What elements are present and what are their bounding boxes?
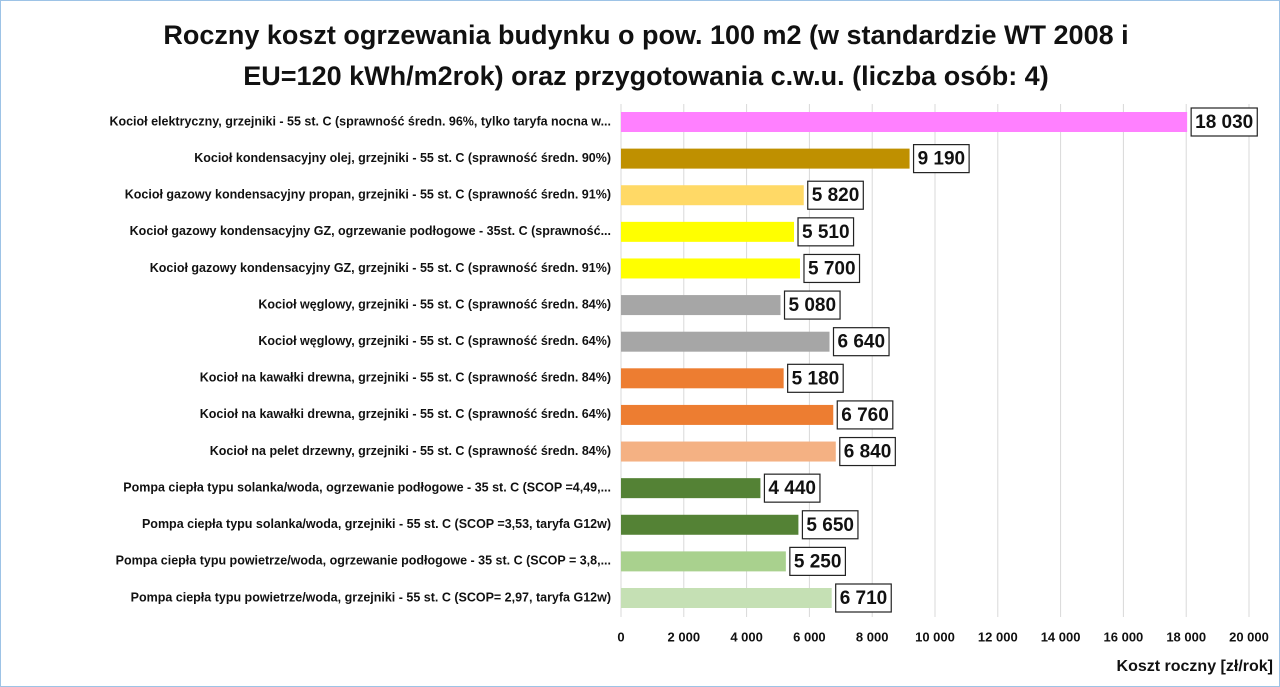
y-tick-label: Kocioł gazowy kondensacyjny GZ, grzejnik… <box>150 261 611 275</box>
bar <box>621 185 804 206</box>
x-tick-label: 14 000 <box>1041 629 1081 644</box>
bar <box>621 551 786 572</box>
x-tick-label: 2 000 <box>668 629 701 644</box>
y-tick-label: Kocioł gazowy kondensacyjny GZ, ogrzewan… <box>130 224 611 238</box>
y-tick-label: Pompa ciepła typu powietrze/woda, ogrzew… <box>116 554 611 568</box>
y-tick-label: Kocioł na kawałki drewna, grzejniki - 55… <box>200 371 611 385</box>
bar <box>621 112 1188 132</box>
value-label-box <box>783 290 841 320</box>
value-label: 6 760 <box>841 405 889 426</box>
x-tick-label: 16 000 <box>1104 629 1144 644</box>
bar <box>621 478 761 499</box>
bar <box>621 148 910 169</box>
value-label: 5 650 <box>806 515 854 536</box>
bar <box>621 514 799 535</box>
x-tick-label: 12 000 <box>978 629 1018 644</box>
value-label-box <box>801 510 859 540</box>
y-tick-label: Kocioł gazowy kondensacyjny propan, grze… <box>125 188 611 202</box>
value-label: 6 710 <box>840 588 888 609</box>
value-label: 9 190 <box>918 149 966 170</box>
chart-title: Roczny koszt ogrzewania budynku o pow. 1… <box>163 20 1129 91</box>
value-label: 5 510 <box>802 222 850 243</box>
x-tick-label: 6 000 <box>793 629 826 644</box>
value-label: 5 080 <box>789 295 837 316</box>
value-label-box <box>839 436 896 467</box>
y-tick-label: Pompa ciepła typu solanka/woda, grzejnik… <box>142 517 611 531</box>
value-label-box <box>836 400 894 430</box>
y-tick-label: Kocioł węglowy, grzejniki - 55 st. C (sp… <box>258 334 611 348</box>
y-tick-label: Kocioł kondensacyjny olej, grzejniki - 5… <box>194 151 611 165</box>
y-tick-label: Kocioł elektryczny, grzejniki - 55 st. C… <box>109 114 611 128</box>
bar <box>621 221 795 242</box>
bar <box>621 588 832 608</box>
value-label-box <box>835 583 892 613</box>
value-label-box <box>1190 107 1258 137</box>
bar <box>621 368 784 389</box>
x-tick-label: 0 <box>617 629 624 644</box>
value-label: 5 820 <box>812 185 860 206</box>
value-label: 5 250 <box>794 551 842 572</box>
value-label: 18 030 <box>1195 112 1253 133</box>
value-label-box <box>803 253 861 284</box>
value-label-box <box>807 180 864 210</box>
value-label: 5 700 <box>808 258 856 279</box>
y-tick-label: Kocioł na kawałki drewna, grzejniki - 55… <box>200 407 611 421</box>
x-axis-title: Koszt roczny [zł/rok] <box>1117 658 1273 675</box>
bar <box>621 295 781 316</box>
x-tick-label: 20 000 <box>1229 629 1269 644</box>
y-tick-label: Kocioł na pelet drzewny, grzejniki - 55 … <box>210 444 611 458</box>
x-tick-label: 18 000 <box>1166 629 1206 644</box>
value-label-box <box>912 144 970 174</box>
bar <box>621 258 800 279</box>
y-tick-label: Pompa ciepła typu solanka/woda, ogrzewan… <box>123 480 611 494</box>
y-tick-label: Kocioł węglowy, grzejniki - 55 st. C (sp… <box>258 297 611 311</box>
x-tick-label: 8 000 <box>856 629 889 644</box>
value-label: 4 440 <box>768 478 816 499</box>
value-label: 6 840 <box>844 442 892 463</box>
value-label-box <box>787 363 844 393</box>
bar <box>621 404 834 425</box>
value-label-box <box>789 546 846 576</box>
value-label-box <box>797 217 855 247</box>
bar <box>621 441 836 462</box>
bar <box>621 331 830 352</box>
value-label-box <box>832 327 890 357</box>
x-tick-label: 4 000 <box>730 629 763 644</box>
value-label: 6 640 <box>837 332 885 353</box>
x-tick-label: 10 000 <box>915 629 955 644</box>
value-label-box <box>763 473 821 503</box>
value-label: 5 180 <box>792 368 840 389</box>
y-tick-label: Pompa ciepła typu powietrze/woda, grzejn… <box>131 590 611 604</box>
